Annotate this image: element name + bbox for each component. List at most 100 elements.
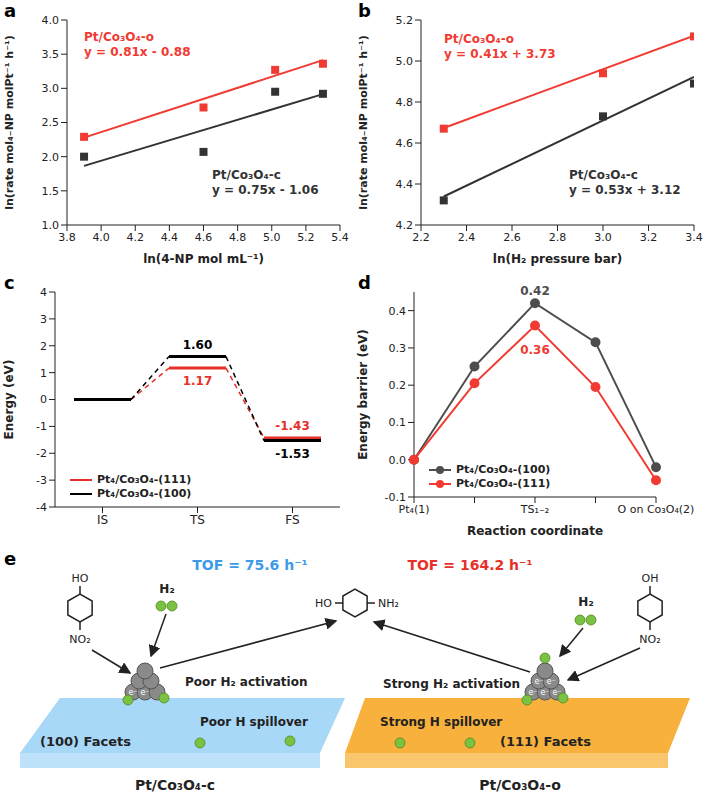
svg-text:2: 2 (40, 340, 47, 353)
svg-text:4.4: 4.4 (396, 178, 414, 191)
svg-text:1: 1 (40, 367, 47, 380)
svg-text:Strong H₂ activation: Strong H₂ activation (383, 677, 520, 691)
svg-text:4.8: 4.8 (229, 231, 247, 244)
svg-text:4.6: 4.6 (195, 231, 213, 244)
svg-text:HO: HO (72, 572, 89, 585)
html-text:b: b (358, 0, 371, 21)
svg-text:2.2: 2.2 (412, 231, 430, 244)
svg-text:TOF = 75.6 h⁻¹: TOF = 75.6 h⁻¹ (192, 557, 307, 573)
svg-text:5.2: 5.2 (396, 14, 414, 27)
svg-text:TS₁₋₂: TS₁₋₂ (520, 503, 549, 516)
svg-text:5.2: 5.2 (297, 231, 315, 244)
html-text:Pt/Co₃O₄-c: Pt/Co₃O₄-c (212, 168, 281, 182)
svg-text:0.1: 0.1 (389, 416, 407, 429)
svg-text:1.5: 1.5 (42, 185, 60, 198)
svg-text:Pt₄(1): Pt₄(1) (399, 503, 430, 516)
html-text:a: a (4, 0, 17, 21)
svg-text:TS: TS (189, 513, 205, 527)
svg-text:NH₂: NH₂ (378, 597, 399, 610)
html-text:y = 0.81x - 0.88: y = 0.81x - 0.88 (84, 45, 191, 59)
svg-text:e⁻: e⁻ (534, 677, 543, 686)
html-text:Pt/Co₃O₄-o: Pt/Co₃O₄-o (84, 30, 154, 44)
svg-text:Strong H spillover: Strong H spillover (380, 715, 502, 729)
svg-text:2.6: 2.6 (503, 231, 521, 244)
svg-text:4.2: 4.2 (396, 219, 414, 232)
svg-text:NO₂: NO₂ (639, 633, 660, 646)
html-text:y = 0.53x + 3.12: y = 0.53x + 3.12 (569, 183, 681, 197)
svg-text:e⁻: e⁻ (546, 677, 555, 686)
svg-text:ln(rate mol₄₋NP molPt⁻¹ h⁻¹): ln(rate mol₄₋NP molPt⁻¹ h⁻¹) (357, 35, 370, 210)
svg-text:Pt/Co₃O₄-c: Pt/Co₃O₄-c (135, 777, 215, 793)
svg-text:2.8: 2.8 (549, 231, 567, 244)
svg-text:4: 4 (40, 286, 47, 299)
svg-text:4.6: 4.6 (396, 137, 414, 150)
svg-text:0.36: 0.36 (520, 343, 550, 357)
svg-text:Pt/Co₃O₄-o: Pt/Co₃O₄-o (479, 777, 561, 793)
svg-text:-2: -2 (36, 447, 47, 460)
svg-text:2.5: 2.5 (42, 116, 60, 129)
html-text:y = 0.41x + 3.73: y = 0.41x + 3.73 (444, 47, 556, 61)
svg-text:3.0: 3.0 (42, 82, 60, 95)
svg-text:ln(H₂ pressure bar): ln(H₂ pressure bar) (493, 252, 622, 266)
svg-text:ln(rate mol₄₋NP molPt⁻¹ h⁻¹): ln(rate mol₄₋NP molPt⁻¹ h⁻¹) (3, 35, 16, 210)
svg-text:0.0: 0.0 (389, 454, 407, 467)
svg-text:e⁻: e⁻ (140, 688, 149, 697)
svg-text:3.2: 3.2 (640, 231, 658, 244)
html-text:Pt/Co₃O₄-o: Pt/Co₃O₄-o (444, 32, 514, 46)
svg-text:e⁻: e⁻ (540, 688, 549, 697)
svg-text:2.0: 2.0 (42, 151, 60, 164)
svg-text:4.0: 4.0 (92, 231, 110, 244)
svg-text:O on Co₃O₄(2): O on Co₃O₄(2) (618, 503, 695, 516)
html-text:Pt₄/Co₃O₄-(100): Pt₄/Co₃O₄-(100) (97, 487, 192, 500)
svg-text:Energy (eV): Energy (eV) (2, 360, 16, 440)
svg-text:5.0: 5.0 (263, 231, 281, 244)
svg-text:-0.1: -0.1 (385, 491, 406, 504)
svg-text:(100) Facets: (100) Facets (40, 734, 131, 749)
svg-text:3.8: 3.8 (58, 231, 76, 244)
svg-text:Energy barrier (eV): Energy barrier (eV) (356, 329, 370, 460)
svg-text:Reaction coordinate: Reaction coordinate (467, 524, 603, 538)
svg-text:1.17: 1.17 (183, 374, 213, 388)
html-text:Pt₄/Co₃O₄-(100): Pt₄/Co₃O₄-(100) (456, 463, 551, 476)
svg-text:FS: FS (285, 513, 299, 527)
svg-text:NO₂: NO₂ (69, 633, 90, 646)
svg-text:4.8: 4.8 (396, 96, 414, 109)
svg-text:0.3: 0.3 (389, 342, 407, 355)
svg-text:TOF = 164.2 h⁻¹: TOF = 164.2 h⁻¹ (407, 557, 532, 573)
svg-text:3.5: 3.5 (42, 48, 60, 61)
svg-text:4.0: 4.0 (42, 14, 60, 27)
svg-text:4.2: 4.2 (127, 231, 145, 244)
svg-text:(111) Facets: (111) Facets (500, 734, 591, 749)
html-text:Pt₄/Co₃O₄-(111): Pt₄/Co₃O₄-(111) (456, 477, 551, 490)
svg-text:Poor H spillover: Poor H spillover (200, 715, 308, 729)
html-text:Pt/Co₃O₄-c: Pt/Co₃O₄-c (569, 168, 638, 182)
svg-text:IS: IS (97, 513, 108, 527)
svg-text:-1.43: -1.43 (275, 419, 310, 433)
html-text:y = 0.75x - 1.06: y = 0.75x - 1.06 (212, 183, 319, 197)
svg-text:2.4: 2.4 (458, 231, 476, 244)
html-text:Pt₄/Co₃O₄-(111): Pt₄/Co₃O₄-(111) (97, 473, 192, 486)
svg-text:3.4: 3.4 (685, 231, 703, 244)
svg-text:0: 0 (40, 393, 47, 406)
svg-text:Poor H₂ activation: Poor H₂ activation (185, 675, 307, 689)
svg-text:1.60: 1.60 (183, 338, 213, 352)
svg-text:H₂: H₂ (159, 582, 174, 596)
svg-text:0.4: 0.4 (389, 305, 407, 318)
svg-text:-1: -1 (36, 420, 47, 433)
svg-text:-1.53: -1.53 (275, 447, 310, 461)
html-text:d: d (358, 272, 371, 293)
svg-text:H₂: H₂ (578, 595, 593, 609)
svg-text:4.4: 4.4 (161, 231, 179, 244)
svg-text:-4: -4 (36, 501, 47, 514)
svg-text:0.42: 0.42 (520, 284, 550, 298)
svg-text:OH: OH (642, 572, 659, 585)
svg-text:HO: HO (315, 597, 332, 610)
svg-text:ln(4-NP mol mL⁻¹): ln(4-NP mol mL⁻¹) (143, 252, 264, 266)
svg-text:3.0: 3.0 (594, 231, 612, 244)
svg-text:5.4: 5.4 (331, 231, 349, 244)
svg-text:-3: -3 (36, 474, 47, 487)
svg-text:3: 3 (40, 313, 47, 326)
svg-text:1.0: 1.0 (42, 219, 60, 232)
svg-text:5.0: 5.0 (396, 55, 414, 68)
svg-text:0.2: 0.2 (389, 379, 407, 392)
